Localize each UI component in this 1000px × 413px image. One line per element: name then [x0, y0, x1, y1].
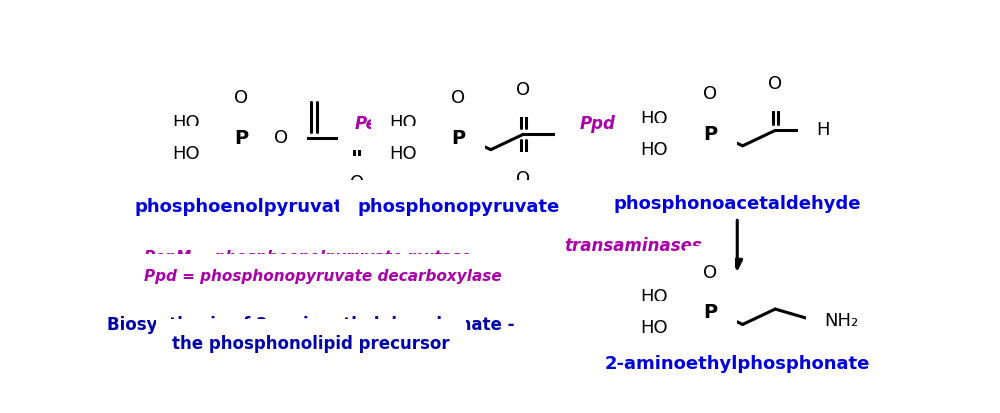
Text: Ppd = phosphonopyruvate decarboxylase: Ppd = phosphonopyruvate decarboxylase [144, 269, 502, 284]
Text: PepM: PepM [354, 115, 406, 133]
Text: P: P [703, 125, 717, 144]
Text: 2-aminoethylphosphonate: 2-aminoethylphosphonate [605, 355, 870, 373]
Text: H: H [816, 121, 830, 140]
Text: Biosynthesis of 2-aminoethylphosphonate -: Biosynthesis of 2-aminoethylphosphonate … [107, 316, 515, 334]
Text: HO: HO [172, 114, 199, 132]
Text: O: O [451, 89, 465, 107]
Text: phosphoenolpyruvate: phosphoenolpyruvate [135, 198, 355, 216]
Text: O: O [516, 81, 530, 99]
Text: phosphonoacetaldehyde: phosphonoacetaldehyde [614, 195, 861, 213]
Text: O: O [703, 264, 717, 282]
Text: NH₂: NH₂ [824, 311, 858, 330]
Text: HO: HO [389, 145, 416, 162]
Text: O: O [703, 85, 717, 103]
Text: HO: HO [641, 110, 668, 128]
Text: OH: OH [406, 129, 434, 147]
Text: HO: HO [641, 141, 668, 159]
Text: the phosphonolipid precursor: the phosphonolipid precursor [172, 335, 450, 354]
Text: P: P [234, 128, 248, 147]
Text: HO: HO [641, 319, 668, 337]
Text: transaminases: transaminases [565, 237, 702, 255]
Text: O: O [274, 129, 289, 147]
Text: O: O [234, 89, 248, 107]
Text: P: P [451, 128, 465, 147]
Text: O: O [516, 170, 530, 188]
Text: PepM = phosphoenolpyruvate mutase: PepM = phosphoenolpyruvate mutase [144, 250, 472, 265]
Text: HO: HO [172, 145, 199, 162]
Text: Ppd: Ppd [580, 115, 616, 133]
Text: HO: HO [641, 289, 668, 306]
Text: P: P [703, 304, 717, 323]
Text: HO: HO [389, 114, 416, 132]
Text: O: O [768, 75, 782, 93]
Text: O: O [350, 174, 364, 192]
Text: OH: OH [573, 125, 601, 143]
Text: phosphonopyruvate: phosphonopyruvate [357, 198, 559, 216]
